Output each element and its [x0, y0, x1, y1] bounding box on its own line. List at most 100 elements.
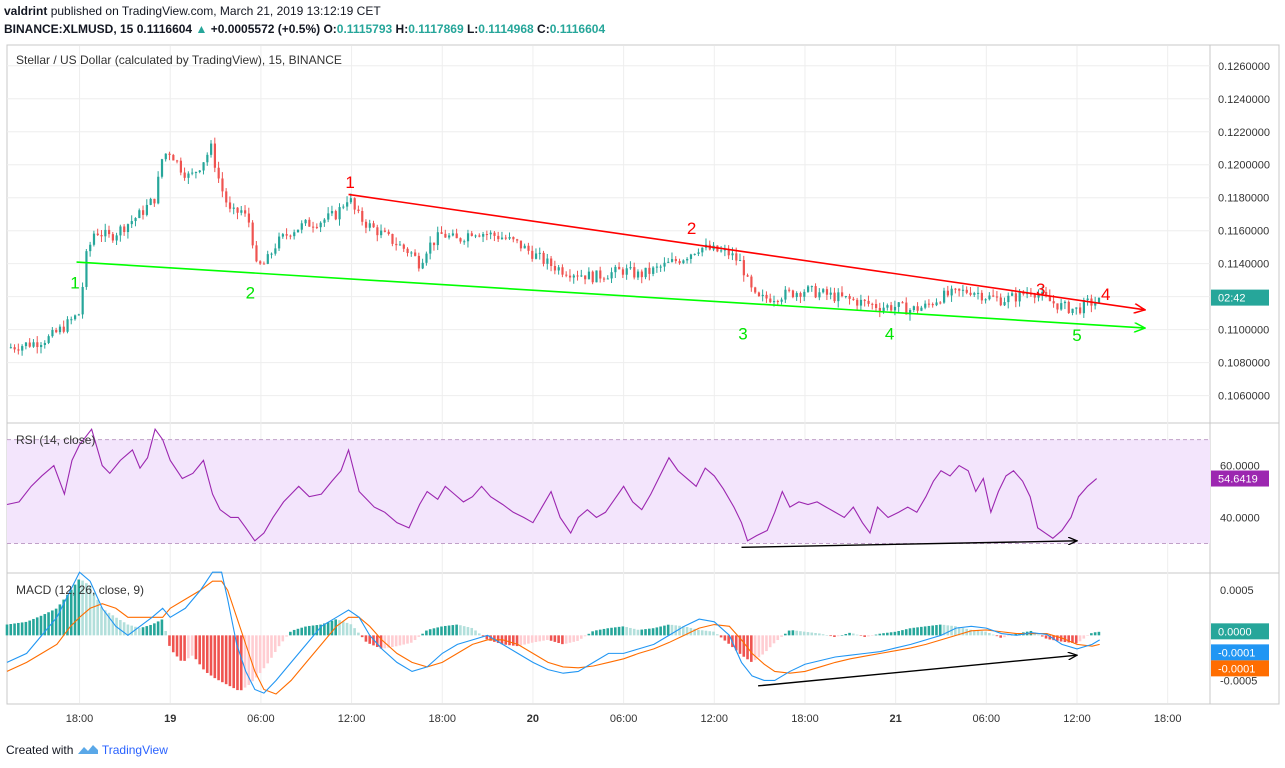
resistance-trendline[interactable] — [348, 193, 1145, 309]
macd-histogram-bar — [9, 623, 13, 636]
macd-histogram-bar — [96, 599, 99, 636]
candle-body — [451, 233, 455, 236]
support-trendline[interactable] — [76, 261, 1145, 328]
macd-histogram-bar — [451, 625, 455, 636]
macd-histogram-bar — [897, 631, 900, 636]
candle-body — [470, 233, 473, 236]
macd-histogram-bar — [576, 635, 579, 641]
publish-info: valdrint published on TradingView.com, M… — [4, 4, 381, 18]
macd-histogram-bar — [119, 620, 122, 636]
macd-histogram-bar — [289, 631, 292, 636]
candle-body — [364, 221, 368, 228]
wave-label-green: 4 — [885, 325, 894, 344]
macd-histogram-bar — [882, 633, 885, 636]
candle-body — [833, 292, 836, 302]
candle-body — [89, 244, 92, 252]
macd-histogram-bar — [58, 604, 62, 636]
open-label: O: — [323, 22, 337, 36]
price-pane-title: Stellar / US Dollar (calculated by Tradi… — [16, 53, 342, 67]
candle-body — [285, 234, 288, 236]
macd-histogram-bar — [179, 635, 183, 661]
macd-histogram-bar — [991, 634, 995, 636]
macd-histogram-bar — [24, 621, 28, 636]
candle-body — [312, 226, 315, 228]
macd-histogram-bar — [504, 635, 508, 645]
tradingview-brand-link[interactable]: TradingView — [101, 743, 168, 757]
macd-histogram-bar — [205, 635, 209, 673]
macd-histogram-bar — [28, 620, 31, 636]
macd-histogram-bar — [848, 632, 851, 636]
candle-body — [202, 162, 205, 171]
macd-histogram-bar — [579, 635, 583, 639]
macd-histogram-bar — [194, 635, 198, 660]
candle-body — [519, 240, 523, 249]
candle-body — [859, 299, 863, 306]
price-time-badge-bg — [1211, 289, 1269, 306]
macd-histogram-bar — [697, 629, 700, 636]
macd-histogram-bar — [239, 635, 243, 691]
macd-histogram-bar — [54, 608, 58, 636]
candle-body — [100, 235, 103, 237]
candle-body — [92, 233, 96, 245]
macd-histogram-bar — [81, 580, 84, 636]
candle-body — [697, 252, 700, 254]
candle-body — [414, 252, 417, 256]
candle-body — [856, 299, 859, 306]
candle-body — [550, 258, 553, 266]
candle-body — [587, 271, 591, 280]
macd-pane-title: MACD (12, 26, close, 9) — [16, 583, 144, 597]
macd-histogram-bar — [1044, 635, 1048, 639]
macd-histogram-bar — [171, 635, 175, 653]
macd-histogram-bar — [440, 626, 443, 636]
macd-histogram-bar — [481, 635, 485, 637]
macd-histogram-bar — [273, 635, 277, 652]
candle-body — [504, 237, 507, 239]
candle-body — [584, 275, 587, 280]
candle-body — [1060, 303, 1063, 310]
candle-body — [648, 267, 651, 274]
candle-body — [300, 223, 303, 230]
macd-histogram-bar — [1067, 635, 1070, 643]
macd-histogram-bar — [523, 635, 526, 645]
macd-histogram-bar — [262, 635, 266, 669]
candle-body — [618, 266, 621, 270]
rsi-pane: 60.0000 40.0000 — [6, 427, 1260, 549]
candle-body — [266, 254, 269, 264]
macd-histogram-bar — [1018, 632, 1021, 636]
macd-histogram-bar — [149, 624, 152, 636]
rsi-divergence-arrow[interactable] — [741, 541, 1077, 549]
macd-divergence-arrow[interactable] — [758, 655, 1077, 687]
macd-signal-badge-bg — [1211, 660, 1269, 677]
candle-body — [1003, 302, 1006, 306]
candle-body — [523, 245, 526, 249]
macd-histogram-bar — [1071, 635, 1074, 643]
macd-histogram-bar — [954, 626, 957, 636]
candle-body — [610, 272, 613, 279]
candle-body — [531, 250, 534, 259]
macd-histogram-bar — [323, 623, 326, 636]
trendlines[interactable] — [76, 193, 1145, 328]
macd-histogram-bar — [742, 635, 746, 657]
macd-histogram-bar — [712, 631, 715, 636]
candle-body — [262, 263, 266, 265]
macd-histogram-bar — [13, 623, 16, 636]
candle-body — [1071, 308, 1074, 313]
macd-histogram-bar — [187, 635, 190, 659]
candle-body — [693, 253, 696, 255]
macd-histogram-bar — [69, 589, 73, 636]
candle-body — [867, 300, 870, 304]
candle-body — [119, 226, 122, 236]
low-label: L: — [466, 22, 479, 36]
candle-body — [436, 232, 439, 246]
high-label: H: — [395, 22, 409, 36]
candle-body — [580, 275, 583, 277]
author-name[interactable]: valdrint — [4, 4, 48, 18]
candle-body — [636, 271, 640, 278]
time-tick-label: 18:00 — [66, 713, 94, 725]
candle-body — [776, 301, 779, 303]
candle-body — [893, 306, 897, 311]
macd-histogram-bar — [780, 635, 783, 637]
candle-body — [217, 167, 220, 179]
candle-body — [825, 289, 829, 295]
